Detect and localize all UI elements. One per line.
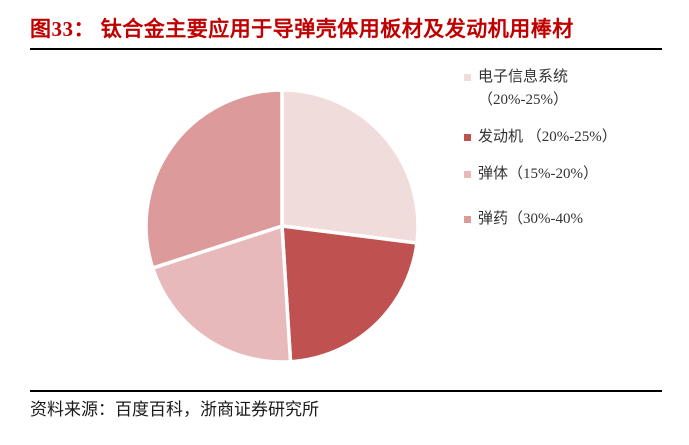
pie-slice-2[interactable] [150,224,293,364]
pie-slice-group [144,88,420,364]
legend-label-3: 弹药（30%-40% [478,211,583,227]
legend-item-dianzixinxixitong[interactable]: 电子信息系统（20%-25%） [464,66,679,112]
pie-slice-0[interactable] [280,88,420,245]
pie-chart-svg [144,88,420,364]
legend-label-0: 电子信息系统（20%-25%） [478,69,569,108]
legend-swatch-icon-3 [464,216,471,223]
pie-slice-3[interactable] [144,88,284,270]
pie-slice-1[interactable] [280,224,419,364]
pie-chart-area [0,58,689,383]
legend-item-danti[interactable]: 弹体（15%-20%） [464,163,679,186]
source-note: 资料来源：百度百科，浙商证券研究所 [30,400,319,419]
legend-swatch-icon-0 [464,74,471,81]
legend-swatch-icon-2 [464,171,471,178]
title-divider [30,48,662,50]
legend-label-1: 发动机 （20%-25%） [478,129,617,145]
chart-legend: 电子信息系统（20%-25%） 发动机 （20%-25%） 弹体（15%-20%… [464,66,679,245]
footer-divider [30,390,662,392]
legend-swatch-icon-1 [464,134,471,141]
legend-item-danyao[interactable]: 弹药（30%-40% [464,208,679,231]
page-title: 图33： 钛合金主要应用于导弹壳体用板材及发动机用棒材 [30,17,574,41]
legend-item-fadongji[interactable]: 发动机 （20%-25%） [464,126,679,149]
legend-label-2: 弹体（15%-20%） [478,166,598,182]
